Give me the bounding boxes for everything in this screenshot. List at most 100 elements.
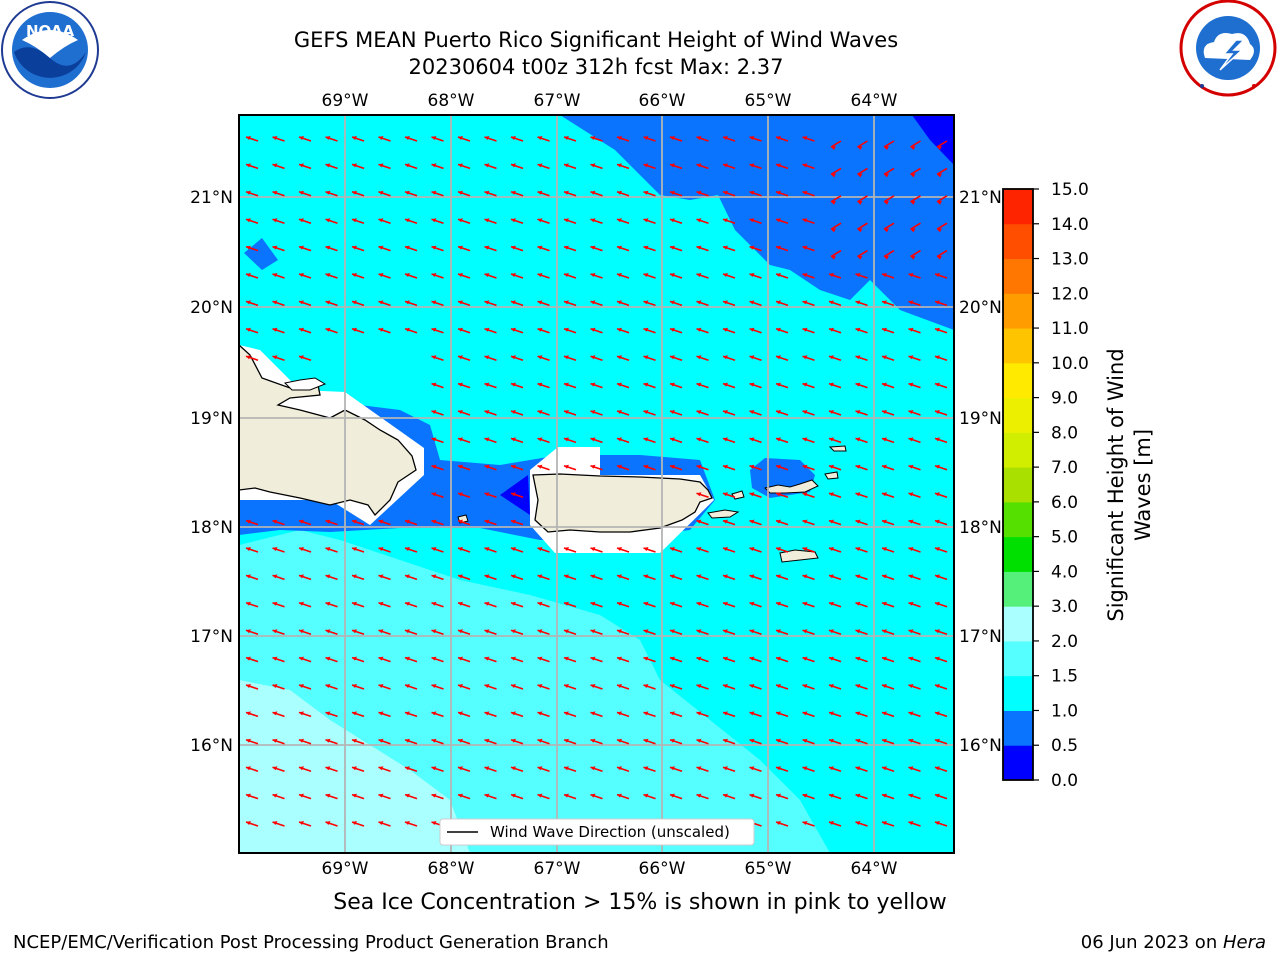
wind-arrow-head [617, 629, 622, 634]
wind-arrow [910, 222, 921, 230]
wind-arrow-head [484, 738, 490, 743]
wind-arrow-head [405, 245, 410, 250]
wind-arrow-head [617, 766, 622, 771]
wind-arrow-head [696, 437, 702, 442]
wind-arrow-head [272, 218, 278, 223]
colorbar-tick-label: 13.0 [1051, 250, 1089, 270]
wind-arrow-head [776, 218, 781, 223]
wind-arrow-head [617, 218, 622, 223]
lat-label-left: 21°N [190, 188, 233, 208]
wind-arrow-head [325, 273, 331, 277]
wind-arrow-head [802, 410, 808, 414]
lat-label-left: 19°N [190, 409, 233, 429]
wind-arrow-head [696, 382, 702, 387]
colorbar-tick-label: 15.0 [1051, 180, 1089, 200]
chart-title: GEFS MEAN Puerto Rico Significant Height… [293, 28, 899, 52]
wind-arrow-head [564, 163, 569, 168]
wind-arrow-head [723, 492, 728, 497]
wind-arrow-head [723, 163, 728, 168]
wind-arrow-head [643, 738, 649, 743]
wind-arrow-head [431, 821, 437, 825]
wind-arrow-head [723, 519, 728, 524]
wind-arrow-head [378, 519, 384, 524]
wind-arrow-head [670, 464, 675, 469]
wind-arrow-head [246, 300, 251, 305]
wind-arrow-head [484, 327, 490, 332]
wind-arrow-head [617, 273, 622, 277]
wind-arrow-head [564, 711, 569, 716]
wind-arrow-head [831, 173, 836, 178]
wind-arrow-head [749, 601, 755, 606]
wind-arrow-head [749, 574, 755, 579]
wind-arrow-head [882, 574, 887, 579]
wind-arrow-head [299, 190, 304, 195]
wind-arrow-head [458, 136, 463, 140]
wind-arrow-head [511, 738, 516, 743]
colorbar-bin [1003, 432, 1033, 468]
wind-arrow-head [857, 200, 863, 205]
wind-arrow-head [299, 629, 304, 634]
wind-arrow-head [723, 437, 728, 442]
colorbar-bin [1003, 223, 1033, 260]
wind-arrow-head [855, 355, 861, 360]
wind-arrow-head [910, 173, 916, 178]
wind-arrow-head [696, 464, 702, 469]
wind-arrow-head [537, 327, 543, 332]
wind-arrow-head [564, 464, 569, 469]
colorbar-label-2: Waves [m] [1131, 429, 1155, 541]
wind-arrow-head [590, 711, 596, 716]
wind-arrow-head [802, 684, 808, 688]
wind-arrow-head [378, 327, 384, 332]
wind-arrow-head [723, 684, 728, 688]
wind-arrow-head [617, 738, 622, 743]
wind-arrow-head [511, 245, 516, 250]
colorbar-bin [1003, 467, 1033, 503]
land-islet-ne [828, 445, 847, 452]
wind-arrow-head [882, 355, 887, 360]
contour-fill-blob [244, 238, 278, 270]
wind-arrow-head [937, 146, 942, 150]
wind-arrow-head [325, 766, 331, 771]
wind-arrow-head [431, 711, 437, 716]
wind-arrow-head [378, 163, 384, 168]
wind-arrow-head [378, 574, 384, 579]
wind-arrow-head [458, 684, 463, 688]
wind-arrow-head [829, 382, 834, 387]
wind-arrow-head [537, 656, 543, 661]
wind-arrow-head [352, 273, 357, 277]
wind-arrow-head [749, 492, 755, 497]
wind-arrow-head [590, 163, 596, 168]
wind-arrow-head [696, 327, 702, 332]
wind-arrow-head [564, 245, 569, 250]
wind-arrow-head [908, 273, 914, 277]
wind-arrow-head [378, 711, 384, 716]
wind-arrow-head [325, 519, 331, 524]
wind-arrow-head [776, 190, 781, 195]
wind-arrow-head [590, 574, 596, 579]
chart-subtitle: 20230604 t00z 312h fcst Max: 2.37 [408, 55, 784, 79]
wind-arrow-head [617, 437, 622, 442]
wind-arrow-head [935, 574, 940, 579]
wind-arrow-head [484, 492, 490, 497]
wind-arrow-head [882, 410, 887, 414]
wind-arrow-head [325, 601, 331, 606]
lon-label-top: 69°W [322, 91, 369, 111]
wind-arrow-head [855, 656, 861, 661]
wind-arrow-head [776, 629, 781, 634]
wind-arrow-head [829, 629, 834, 634]
wind-arrow-head [802, 437, 808, 442]
wind-arrow-head [908, 684, 914, 688]
wind-arrow-head [882, 766, 887, 771]
wind-arrow-head [590, 190, 596, 195]
wind-arrow-head [617, 793, 622, 798]
wind-arrow-head [325, 793, 331, 798]
wind-arrow-head [643, 547, 649, 551]
wind-arrow-head [352, 327, 357, 332]
wind-arrow-head [643, 273, 649, 277]
colorbar-tick-label: 8.0 [1051, 423, 1078, 443]
map-frame [238, 114, 955, 854]
wind-arrow-head [908, 464, 914, 469]
arrow-legend: Wind Wave Direction (unscaled) [439, 818, 755, 846]
wind-arrow-head [802, 821, 808, 825]
wind-arrow-head [670, 245, 675, 250]
